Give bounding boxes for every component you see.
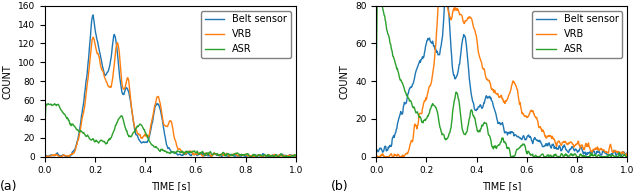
ASR	[161, 150, 168, 152]
Belt sensor	[522, 138, 530, 141]
ASR	[579, 155, 587, 157]
ASR	[248, 155, 255, 158]
ASR	[492, 146, 500, 148]
ASR	[45, 102, 52, 105]
VRB	[579, 144, 586, 146]
Belt sensor	[623, 152, 631, 154]
Belt sensor	[177, 154, 185, 156]
Text: (a): (a)	[0, 180, 17, 191]
Y-axis label: COUNT: COUNT	[3, 64, 12, 99]
Belt sensor	[247, 155, 255, 158]
VRB	[89, 36, 97, 38]
X-axis label: TIME [s]: TIME [s]	[482, 181, 522, 191]
ASR	[376, 1, 384, 3]
Belt sensor	[41, 154, 49, 157]
VRB	[247, 154, 255, 157]
Belt sensor	[579, 150, 586, 152]
Y-axis label: COUNT: COUNT	[339, 64, 349, 99]
VRB	[492, 92, 500, 94]
Belt sensor	[618, 153, 626, 155]
ASR	[618, 155, 626, 158]
VRB	[522, 115, 530, 117]
VRB	[41, 155, 49, 157]
Belt sensor	[509, 131, 516, 133]
VRB	[287, 154, 294, 157]
VRB	[372, 155, 380, 158]
Belt sensor	[161, 133, 168, 135]
Line: VRB: VRB	[45, 37, 296, 157]
VRB	[493, 93, 501, 95]
Legend: Belt sensor, VRB, ASR: Belt sensor, VRB, ASR	[532, 11, 622, 58]
Line: VRB: VRB	[376, 0, 627, 157]
Line: ASR: ASR	[45, 104, 296, 157]
Belt sensor	[492, 113, 500, 115]
ASR	[493, 145, 501, 147]
Belt sensor	[287, 154, 294, 156]
ASR	[287, 155, 294, 158]
Belt sensor	[191, 153, 198, 156]
Belt sensor	[89, 14, 97, 16]
VRB	[618, 151, 625, 153]
VRB	[191, 153, 198, 155]
Belt sensor	[617, 155, 625, 157]
Belt sensor	[292, 155, 300, 157]
VRB	[623, 153, 631, 156]
Belt sensor	[265, 155, 273, 158]
ASR	[523, 152, 531, 154]
ASR	[507, 155, 515, 158]
ASR	[191, 150, 198, 152]
VRB	[292, 155, 300, 158]
VRB	[177, 150, 185, 152]
ASR	[372, 79, 380, 82]
Text: (b): (b)	[331, 180, 349, 191]
Line: Belt sensor: Belt sensor	[376, 0, 627, 156]
VRB	[162, 125, 170, 128]
VRB	[509, 81, 516, 84]
Legend: Belt sensor, VRB, ASR: Belt sensor, VRB, ASR	[201, 11, 291, 58]
ASR	[623, 155, 631, 158]
VRB	[161, 124, 168, 126]
Line: Belt sensor: Belt sensor	[45, 15, 296, 157]
ASR	[162, 151, 170, 153]
ASR	[177, 151, 185, 153]
ASR	[41, 131, 49, 133]
Belt sensor	[493, 119, 501, 122]
Line: ASR: ASR	[376, 2, 627, 157]
ASR	[509, 155, 517, 157]
Belt sensor	[162, 140, 170, 143]
ASR	[292, 155, 300, 157]
Belt sensor	[372, 151, 380, 153]
X-axis label: TIME [s]: TIME [s]	[150, 181, 190, 191]
ASR	[246, 155, 254, 158]
